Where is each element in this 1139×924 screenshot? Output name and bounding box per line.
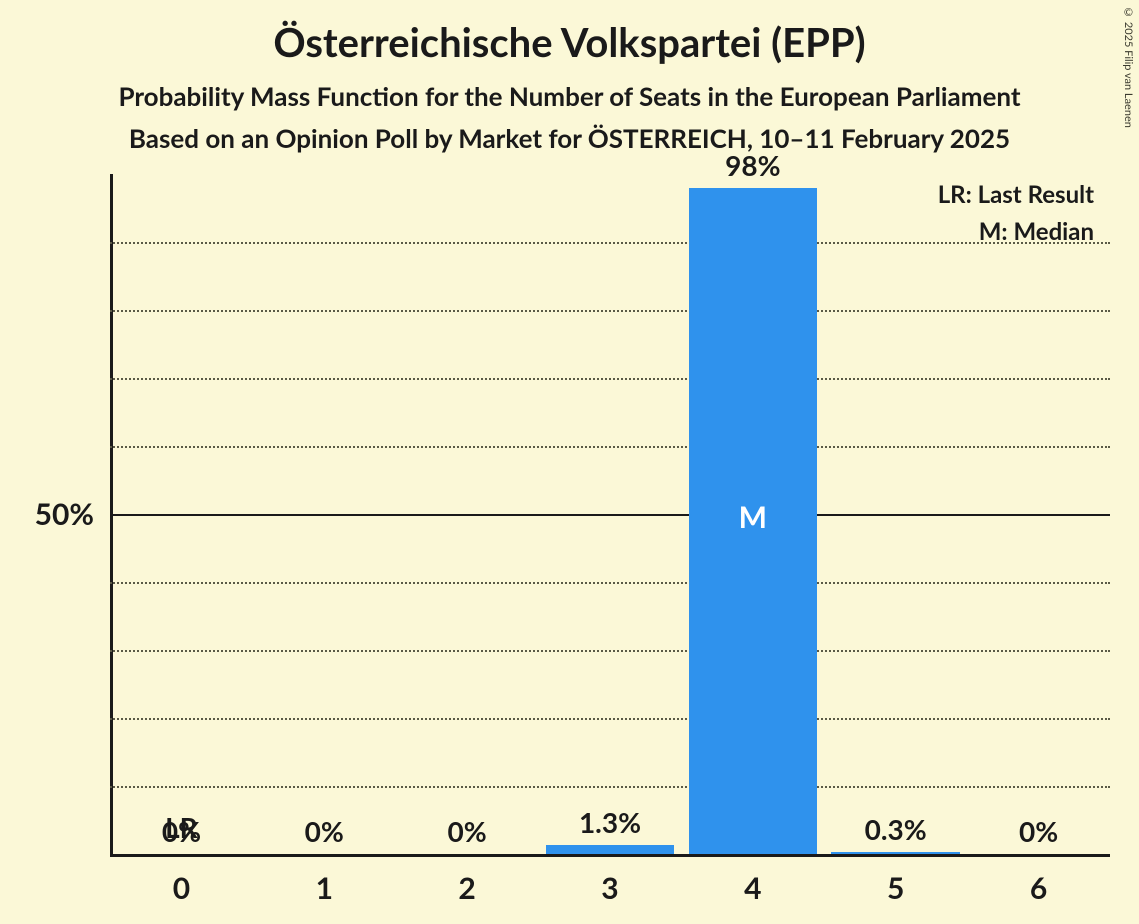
x-tick-label-3: 3 (539, 870, 682, 906)
median-marker: M (681, 499, 824, 535)
chart-plot-area: LR: Last Result M: Median 50%0%0LR0%10%2… (110, 174, 1110, 854)
x-tick-label-2: 2 (396, 870, 539, 906)
grid-minor (110, 378, 1110, 380)
grid-minor (110, 582, 1110, 584)
bar-value-label-3: 1.3% (539, 805, 682, 839)
x-tick-label-5: 5 (824, 870, 967, 906)
bar-value-label-1: 0% (253, 814, 396, 848)
chart-subtitle-1: Probability Mass Function for the Number… (0, 66, 1139, 112)
bar-value-label-5: 0.3% (824, 812, 967, 846)
copyright-text: © 2025 Filip van Laenen (1122, 6, 1135, 128)
y-tick-label: 50% (35, 496, 94, 532)
chart-legend: LR: Last Result M: Median (938, 176, 1094, 250)
x-axis-line (110, 854, 1110, 857)
grid-minor (110, 446, 1110, 448)
grid-minor (110, 786, 1110, 788)
bar-value-label-2: 0% (396, 814, 539, 848)
x-tick-label-0: 0 (110, 870, 253, 906)
grid-minor (110, 242, 1110, 244)
bar-3 (546, 845, 675, 854)
grid-minor (110, 650, 1110, 652)
lr-marker: LR (110, 810, 253, 844)
chart-title: Österreichische Volkspartei (EPP) (0, 0, 1139, 66)
bar-5 (831, 852, 960, 854)
bar-value-label-6: 0% (967, 814, 1110, 848)
grid-minor (110, 310, 1110, 312)
x-tick-label-1: 1 (253, 870, 396, 906)
chart-subtitle-2: Based on an Opinion Poll by Market for Ö… (0, 112, 1139, 154)
x-tick-label-4: 4 (681, 870, 824, 906)
bar-value-label-4: 98% (681, 148, 824, 182)
grid-major (110, 514, 1110, 516)
legend-lr: LR: Last Result (938, 176, 1094, 213)
x-tick-label-6: 6 (967, 870, 1110, 906)
grid-minor (110, 718, 1110, 720)
legend-m: M: Median (938, 213, 1094, 250)
